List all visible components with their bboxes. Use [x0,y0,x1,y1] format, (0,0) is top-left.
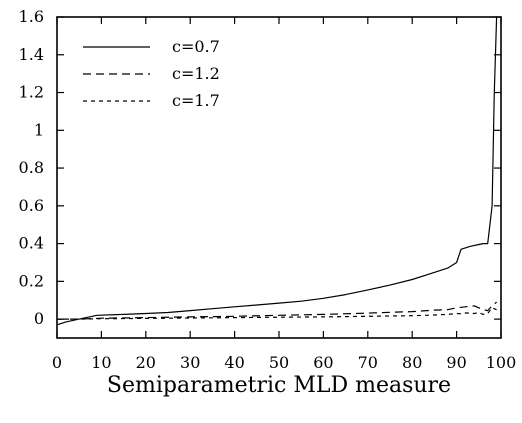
x-tick-label: 50 [269,353,289,372]
y-tick-label: 1.2 [19,83,44,102]
y-tick-label: 1.4 [19,45,44,64]
series-line-2 [57,301,497,320]
y-tick-label: 0.2 [19,271,44,290]
x-tick-label: 100 [486,353,517,372]
y-tick-label: 0.8 [19,158,44,177]
y-tick-label: 0 [34,309,44,328]
x-tick-label: 80 [402,353,422,372]
legend: c=0.7 c=1.2 c=1.7 [83,37,220,110]
y-tick-label: 1 [34,120,44,139]
x-tick-label: 90 [446,353,466,372]
legend-label-2: c=1.2 [172,64,220,83]
y-tick-label: 0.6 [19,196,44,215]
x-tick-label: 30 [180,353,200,372]
x-axis-title: Semiparametric MLD measure [107,373,451,398]
y-tick-label: 0.4 [19,234,44,253]
x-tick-label: 40 [224,353,244,372]
plot-frame [56,16,502,339]
x-tick-label: 0 [52,353,62,372]
x-tick-label: 20 [136,353,156,372]
x-tick-label: 60 [313,353,333,372]
y-tick-label: 1.6 [19,7,44,26]
legend-label-1: c=0.7 [172,37,220,56]
axis-ticks: 0 10 20 30 40 50 60 70 80 90 100 0 0.2 0.4 0.6 0.8 1 1.2 1… [19,7,517,372]
series-line-1 [56,16,498,326]
legend-label-3: c=1.7 [172,91,220,110]
x-tick-label: 10 [91,353,111,372]
series-line-3 [57,307,497,320]
series-lines [56,16,498,326]
x-tick-label: 70 [358,353,378,372]
